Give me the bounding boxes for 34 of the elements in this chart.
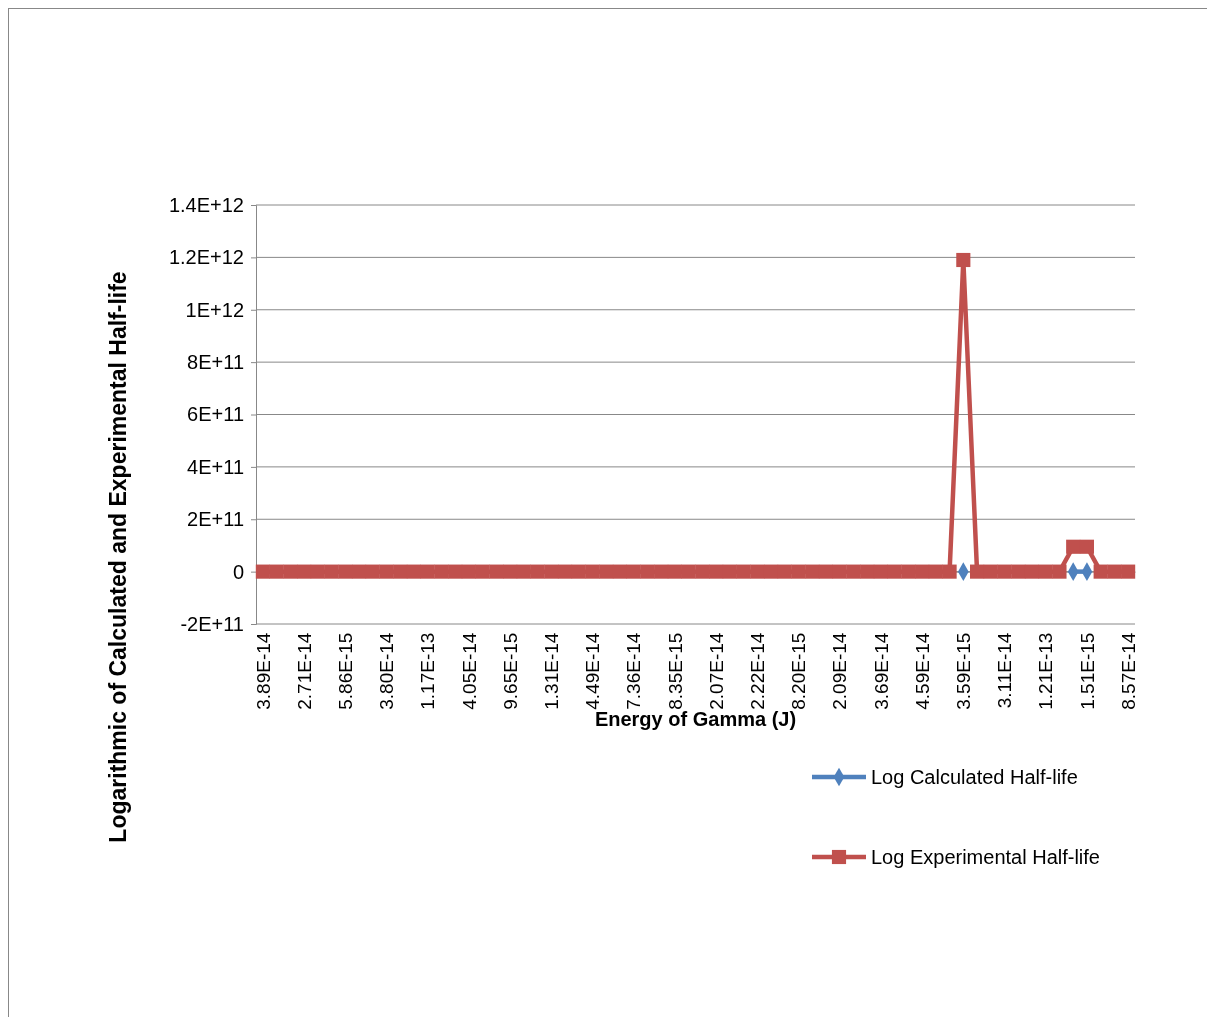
y-tick-label: 1.4E+12 bbox=[168, 193, 244, 216]
x-tick-label: 3.69E-14 bbox=[870, 632, 892, 710]
x-tick-label: 8.57E-14 bbox=[1117, 632, 1139, 710]
y-tick-label: 8E+11 bbox=[187, 351, 244, 374]
x-tick-label: 3.80E-14 bbox=[376, 632, 398, 710]
x-tick-label: 2.09E-14 bbox=[829, 632, 851, 710]
y-tick-label: 1.2E+12 bbox=[168, 246, 244, 269]
x-tick-label: 1.51E-15 bbox=[1076, 632, 1098, 710]
y-tick-label: 2E+11 bbox=[187, 508, 244, 531]
x-tick-label: 9.65E-15 bbox=[499, 632, 521, 710]
x-tick-label: 3.59E-15 bbox=[952, 632, 974, 710]
x-tick-label: 4.59E-14 bbox=[911, 632, 933, 710]
y-tick-label: 1E+12 bbox=[185, 298, 244, 321]
x-tick-label: 2.22E-14 bbox=[746, 632, 768, 710]
x-tick-label: 8.35E-15 bbox=[664, 632, 686, 710]
x-tick-label: 4.49E-14 bbox=[582, 632, 604, 710]
x-tick-label: 1.31E-14 bbox=[540, 632, 562, 710]
y-tick-label: 4E+11 bbox=[187, 455, 244, 478]
legend-label: Log Calculated Half-life bbox=[871, 766, 1078, 788]
x-tick-label: 7.36E-14 bbox=[623, 632, 645, 710]
x-tick-label: 1.21E-13 bbox=[1035, 632, 1057, 710]
y-tick-label: 6E+11 bbox=[187, 403, 244, 426]
x-tick-label: 1.17E-13 bbox=[417, 632, 439, 710]
x-tick-label: 3.89E-14 bbox=[252, 632, 274, 710]
y-axis-title: Logarithmic of Calculated and Experimental Half-life bbox=[105, 271, 131, 843]
x-tick-label: 2.71E-14 bbox=[293, 632, 315, 710]
x-tick-label: 8.20E-15 bbox=[788, 632, 810, 710]
y-tick-label: -2E+11 bbox=[180, 612, 244, 635]
x-tick-label: 3.11E-14 bbox=[994, 632, 1016, 709]
legend-label: Log Experimental Half-life bbox=[871, 846, 1100, 868]
x-tick-label: 5.86E-15 bbox=[334, 632, 356, 710]
y-tick-label: 0 bbox=[232, 560, 244, 583]
x-tick-label: 2.07E-14 bbox=[705, 632, 727, 710]
x-tick-label: 4.05E-14 bbox=[458, 632, 480, 710]
